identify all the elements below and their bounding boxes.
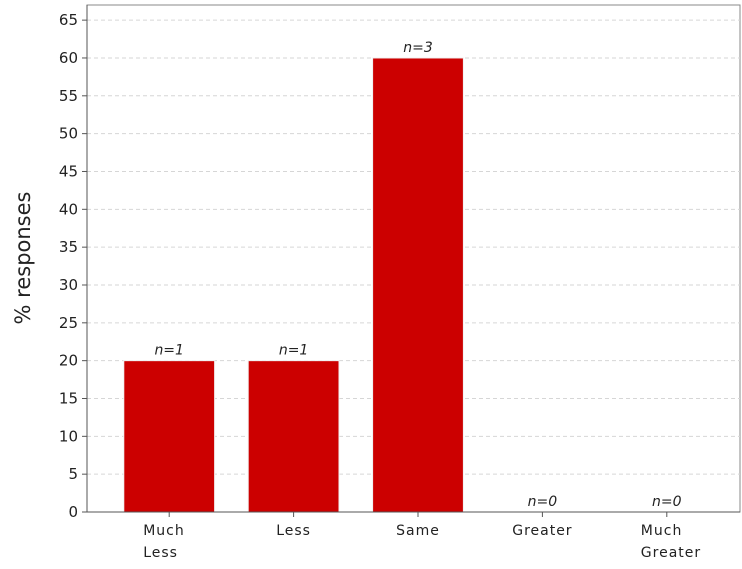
x-tick-label: Much Less [143, 523, 185, 561]
data-label: n=0 [528, 494, 558, 510]
y-tick-label: 0 [68, 503, 78, 521]
x-axis-labels: Much Less Less Same Greater Much Greater [143, 512, 701, 561]
y-tick-label: 10 [59, 427, 78, 445]
bar [247, 360, 340, 513]
bars [123, 57, 464, 513]
y-tick-label: 65 [59, 11, 78, 29]
y-tick-label: 60 [59, 49, 78, 67]
bar [123, 360, 216, 513]
y-tick-label: 15 [59, 389, 78, 407]
data-labels: n=1 n=1 n=3 n=0 n=0 [154, 40, 681, 510]
data-label: n=0 [652, 494, 682, 510]
x-tick-label: Greater [512, 523, 572, 539]
x-tick-label: Much Greater [641, 523, 701, 561]
y-tick-label: 55 [59, 87, 78, 105]
y-tick-label: 20 [59, 352, 78, 370]
y-tick-label: 45 [59, 162, 78, 180]
y-tick-label: 40 [59, 200, 78, 218]
x-tick-label: Same [396, 523, 440, 539]
data-label: n=1 [279, 343, 309, 359]
y-tick-label: 30 [59, 276, 78, 294]
data-label: n=1 [154, 343, 184, 359]
y-tick-label: 25 [59, 314, 78, 332]
y-tick-label: 5 [68, 465, 78, 483]
x-tick-label: Less [276, 523, 311, 539]
y-tick-label: 35 [59, 238, 78, 256]
data-label: n=3 [403, 40, 433, 56]
y-tick-label: 50 [59, 125, 78, 143]
y-axis-ticks: 0 5 10 15 20 25 30 35 40 45 50 55 60 65 [59, 11, 87, 521]
bar [372, 57, 464, 513]
y-axis-title: % responses [11, 192, 35, 325]
